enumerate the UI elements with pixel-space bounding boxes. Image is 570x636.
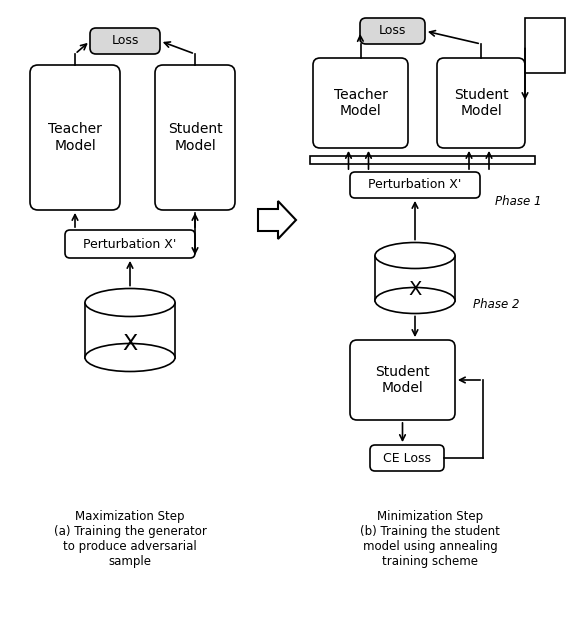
FancyBboxPatch shape [350, 340, 455, 420]
FancyArrow shape [258, 201, 296, 239]
FancyBboxPatch shape [437, 58, 525, 148]
Bar [375, 256, 455, 300]
Text: X: X [408, 280, 422, 299]
Text: Loss: Loss [111, 34, 139, 48]
FancyBboxPatch shape [360, 18, 425, 44]
Text: Loss: Loss [379, 25, 406, 38]
Ellipse shape [85, 289, 175, 317]
Bar [85, 303, 175, 357]
Text: Student
Model: Student Model [454, 88, 508, 118]
Text: CE Loss: CE Loss [383, 452, 431, 464]
Text: Minimization Step
(b) Training the student
model using annealing
training scheme: Minimization Step (b) Training the stude… [360, 510, 500, 568]
Text: Maximization Step
(a) Training the generator
to produce adversarial
sample: Maximization Step (a) Training the gener… [54, 510, 206, 568]
FancyBboxPatch shape [90, 28, 160, 54]
Ellipse shape [375, 242, 455, 268]
Text: X: X [123, 334, 137, 354]
Text: Phase 1: Phase 1 [495, 195, 542, 208]
FancyBboxPatch shape [155, 65, 235, 210]
Text: Perturbation X': Perturbation X' [368, 179, 462, 191]
FancyBboxPatch shape [30, 65, 120, 210]
Text: Teacher
Model: Teacher Model [48, 122, 102, 153]
FancyBboxPatch shape [350, 172, 480, 198]
Text: Perturbation X': Perturbation X' [83, 237, 177, 251]
FancyBboxPatch shape [65, 230, 195, 258]
Text: Student
Model: Student Model [375, 365, 430, 395]
Ellipse shape [375, 287, 455, 314]
FancyBboxPatch shape [370, 445, 444, 471]
Bar [525, 18, 565, 73]
Text: Student
Model: Student Model [168, 122, 222, 153]
Text: Teacher
Model: Teacher Model [333, 88, 388, 118]
Ellipse shape [85, 343, 175, 371]
FancyBboxPatch shape [313, 58, 408, 148]
Text: Phase 2: Phase 2 [473, 298, 519, 311]
Bar [310, 156, 535, 164]
